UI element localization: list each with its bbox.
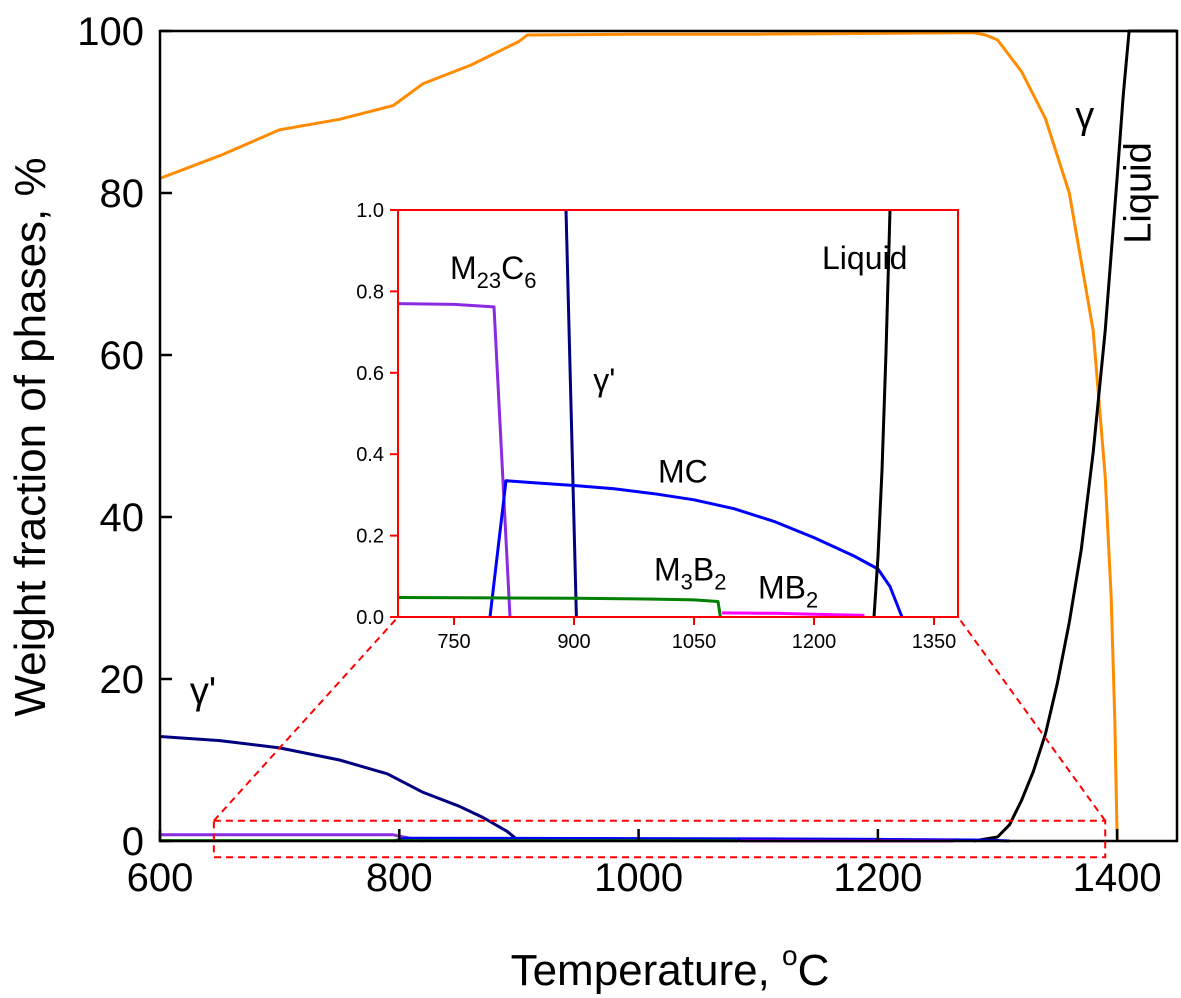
inset-y-tick-label: 0.4: [356, 444, 384, 466]
main-series-labels: γ Liquid γ': [190, 95, 1160, 712]
y-tick-label: 20: [100, 658, 145, 702]
main-plot-frame: [158, 29, 1179, 843]
main-series-liquid: [973, 29, 1177, 843]
label-gamma-prime: γ': [190, 670, 216, 712]
inset-series-labels: M23C6 γ' Liquid MC M3B2 MB2: [450, 240, 907, 613]
inset-x-tick-label: 900: [557, 631, 590, 653]
x-axis-title: Temperature, oC: [511, 940, 830, 995]
zoom-region-box: [212, 819, 1107, 859]
main-series-gamma: [159, 31, 1119, 842]
x-tick-label: 1400: [1073, 856, 1162, 900]
inset-y-tick-label: 0.8: [356, 281, 384, 303]
inset-y-tick-label: 0.6: [356, 363, 384, 385]
inset-series-m3b2: [398, 596, 722, 618]
inset-x-tick-label: 750: [437, 631, 470, 653]
inset-label-liquid: Liquid: [822, 240, 907, 276]
inset-label-mb2: MB2: [758, 570, 818, 613]
inset-label-m3b2: M3B2: [654, 551, 727, 594]
inset-series-gamma-prime: [564, 209, 578, 618]
x-tick-label: 1000: [594, 856, 683, 900]
main-series-gamma-prime: [159, 735, 520, 843]
y-tick-label: 60: [100, 334, 145, 378]
inset-background: [398, 210, 958, 617]
inset-label-mc: MC: [658, 454, 708, 490]
main-plot: 600 800 1000 1200 1400 0 20 40 60 80 100 γ Liquid γ': [77, 10, 1179, 900]
inset-label-gamma-prime: γ': [593, 362, 615, 398]
y-tick-label: 0: [122, 820, 144, 864]
x-tick-label: 800: [366, 856, 433, 900]
inset-axis-ticks: 750 900 1050 1200 1350 0.0 0.2 0.4 0.6 0.8 1.0: [356, 200, 956, 653]
zoom-connector-left: [213, 616, 399, 822]
inset-series-liquid: [872, 209, 892, 618]
inset-series-m23c6: [398, 302, 512, 618]
inset-y-tick-label: 0.2: [356, 526, 384, 548]
inset-x-tick-label: 1350: [912, 631, 957, 653]
x-tick-label: 600: [127, 856, 194, 900]
inset-x-tick-label: 1050: [672, 631, 717, 653]
label-gamma: γ: [1075, 95, 1094, 137]
inset-plot-frame: [397, 209, 959, 618]
y-tick-label: 100: [77, 10, 144, 54]
inset-series-group: [398, 209, 904, 618]
y-axis-title: Weight fraction of phases, %: [6, 157, 55, 716]
inset-series-mc: [488, 479, 904, 618]
zoom-connector-right: [957, 616, 1107, 822]
inset-label-m23c6: M23C6: [450, 250, 537, 293]
inset-x-tick-label: 1200: [792, 631, 837, 653]
x-tick-label: 1200: [833, 856, 922, 900]
inset-series-mb2: [721, 611, 865, 617]
zoom-indicator: [212, 616, 1107, 859]
y-tick-label: 40: [100, 496, 145, 540]
main-axis-ticks: 600 800 1000 1200 1400 0 20 40 60 80 100: [77, 10, 1161, 900]
inset-y-tick-label: 1.0: [356, 200, 384, 222]
inset-plot: 750 900 1050 1200 1350 0.0 0.2 0.4 0.6 0.8 1.0 M23…: [356, 200, 959, 653]
y-tick-label: 80: [100, 172, 145, 216]
label-liquid: Liquid: [1118, 142, 1160, 243]
inset-y-tick-label: 0.0: [356, 607, 384, 629]
